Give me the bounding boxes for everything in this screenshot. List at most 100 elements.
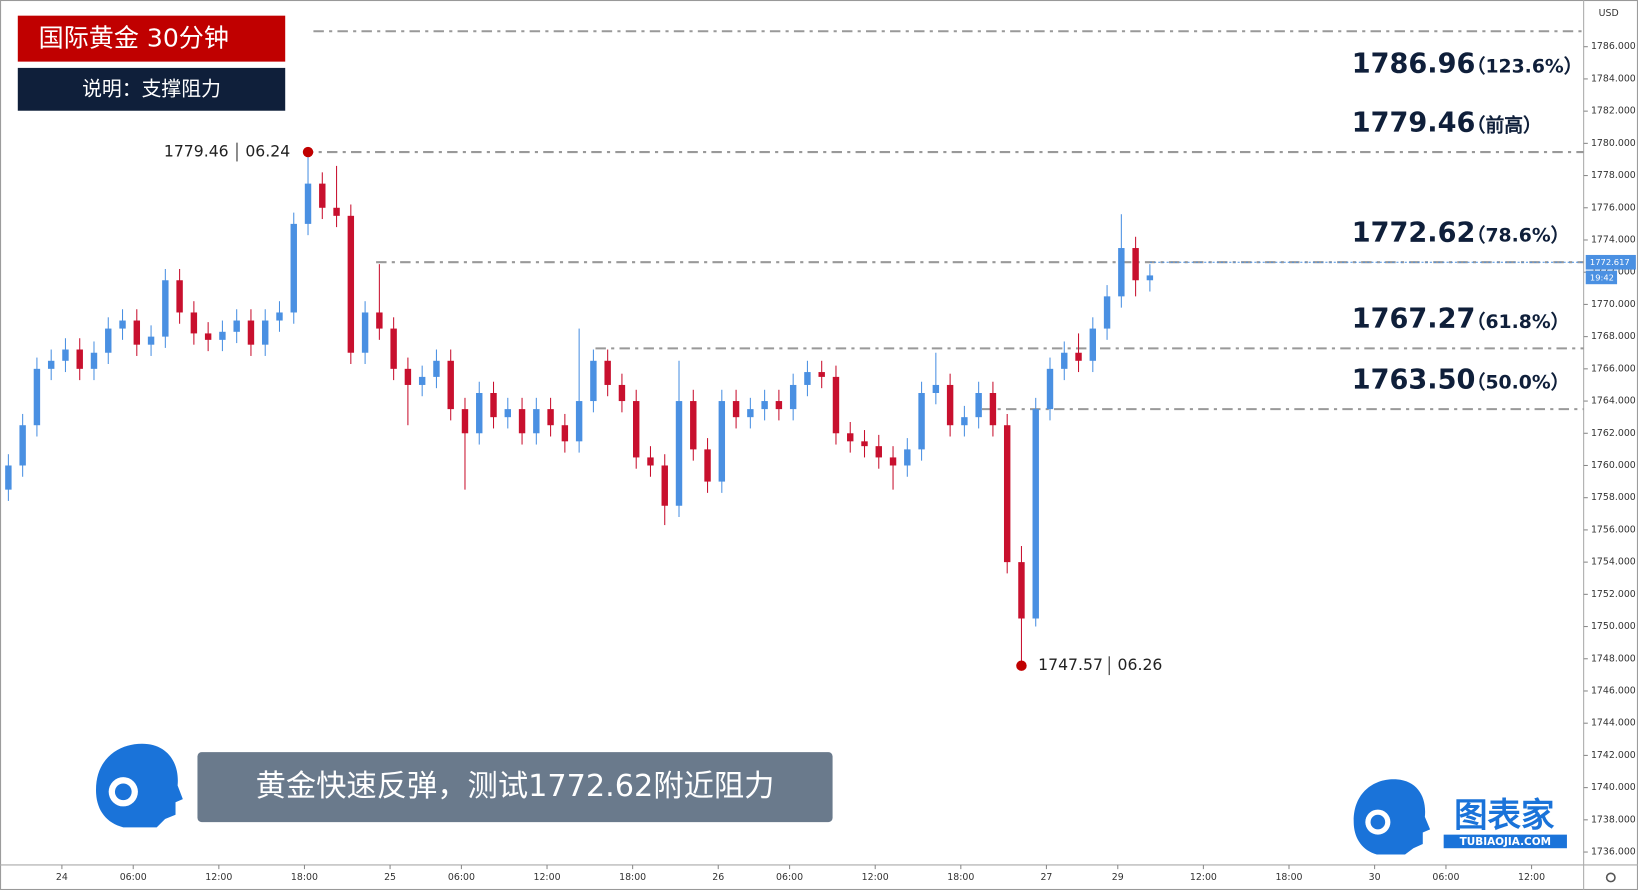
y-tick-label: 1780.000 xyxy=(1591,138,1636,149)
candle-body xyxy=(390,328,397,369)
x-tick-label: 06:00 xyxy=(448,872,475,883)
candle-body xyxy=(190,312,198,334)
candle-body xyxy=(661,465,668,506)
x-tick-label: 06:00 xyxy=(776,872,803,883)
y-tick-label: 1752.000 xyxy=(1591,589,1636,600)
candle-body xyxy=(1089,328,1097,361)
candle-body xyxy=(518,409,526,434)
candle-body xyxy=(575,401,583,442)
candle-body xyxy=(47,360,55,369)
extreme-price: 1779.46 xyxy=(164,142,229,161)
last-time-label: 19:42 xyxy=(1590,272,1614,282)
candle-body xyxy=(604,360,611,385)
candle-body xyxy=(319,183,326,208)
subtitle-box xyxy=(17,67,286,111)
x-tick-label: 24 xyxy=(56,872,68,883)
candle-body xyxy=(561,425,569,442)
candle-body xyxy=(675,401,683,506)
y-tick-label: 1758.000 xyxy=(1591,492,1636,503)
candle-body xyxy=(961,417,968,426)
level-value: 1779.46 xyxy=(1352,107,1476,138)
candle-body xyxy=(404,368,412,385)
x-tick-label: 12:00 xyxy=(1518,872,1545,883)
candle-body xyxy=(447,360,454,410)
candle-body xyxy=(62,349,69,361)
candle-body xyxy=(632,401,640,458)
candle-body xyxy=(347,215,355,353)
candle-body xyxy=(504,409,511,418)
logo-url: TUBIAOJIA.COM xyxy=(1460,836,1551,848)
candle-body xyxy=(647,457,654,466)
level-value: 1763.50 xyxy=(1352,364,1476,395)
chart-title: 国际黄金 30分钟 xyxy=(39,24,229,53)
logo-head-right xyxy=(1353,779,1431,855)
y-tick-label: 1776.000 xyxy=(1591,202,1636,213)
candle-body xyxy=(889,457,897,466)
settings-icon[interactable] xyxy=(1605,872,1616,883)
subtitle: 说明：支撑阻力 xyxy=(82,77,221,100)
level-value: 1767.27 xyxy=(1352,304,1476,335)
x-tick-label: 12:00 xyxy=(533,872,560,883)
x-tick-label: 18:00 xyxy=(947,872,974,883)
x-tick-label: 18:00 xyxy=(1275,872,1302,883)
y-tick-label: 1736.000 xyxy=(1591,847,1636,858)
y-tick-label: 1744.000 xyxy=(1591,718,1636,729)
x-tick-label: 18:00 xyxy=(619,872,646,883)
level-note: （123.6%） xyxy=(1467,54,1583,77)
candle-body xyxy=(875,446,882,458)
candle-body xyxy=(162,280,169,337)
level-value: 1772.62 xyxy=(1352,218,1476,249)
y-tick-label: 1756.000 xyxy=(1591,524,1636,535)
candle-body xyxy=(176,280,183,313)
candle-body xyxy=(1146,275,1154,281)
candle-body xyxy=(618,384,626,402)
candle-body xyxy=(5,465,12,490)
candle-body xyxy=(1118,248,1125,297)
candle-body xyxy=(747,409,754,418)
candle-body xyxy=(818,372,825,377)
candle-body xyxy=(690,401,697,450)
candle-body xyxy=(276,312,283,321)
candle-body xyxy=(932,384,940,394)
candle-body xyxy=(1103,296,1111,329)
y-tick-label: 1784.000 xyxy=(1591,73,1636,84)
candle-body xyxy=(861,441,868,447)
y-tick-label: 1760.000 xyxy=(1591,460,1636,471)
candle-body xyxy=(476,393,483,434)
candle-body xyxy=(804,372,811,385)
candle-body xyxy=(461,409,469,434)
x-tick-label: 29 xyxy=(1112,872,1124,883)
x-tick-label: 25 xyxy=(384,872,396,883)
candle-body xyxy=(133,320,141,345)
extreme-marker xyxy=(302,146,314,158)
y-tick-label: 1782.000 xyxy=(1591,106,1636,117)
caption-box xyxy=(197,752,833,823)
y-tick-label: 1754.000 xyxy=(1591,557,1636,568)
extreme-date: 06.24 xyxy=(245,142,290,161)
candle-body xyxy=(304,183,312,224)
last-price-label: 1772.617 xyxy=(1590,257,1630,267)
candle-body xyxy=(732,401,740,418)
candle-body xyxy=(418,376,426,385)
candle-body xyxy=(775,401,783,410)
y-tick-label: 1746.000 xyxy=(1591,685,1636,696)
level-note: （前高） xyxy=(1467,113,1542,136)
last-price-tag xyxy=(1585,254,1636,270)
x-tick-label: 12:00 xyxy=(205,872,232,883)
candle-body xyxy=(333,207,340,216)
title-box xyxy=(17,15,286,62)
candle-body xyxy=(1132,248,1139,281)
y-tick-label: 1750.000 xyxy=(1591,621,1636,632)
candle-body xyxy=(490,393,497,418)
candle-body xyxy=(433,360,440,377)
x-tick-label: 18:00 xyxy=(291,872,318,883)
y-tick-label: 1748.000 xyxy=(1591,653,1636,664)
x-tick-label: 06:00 xyxy=(120,872,147,883)
y-tick-label: 1778.000 xyxy=(1591,170,1636,181)
candle-body xyxy=(533,409,540,434)
y-tick-label: 1770.000 xyxy=(1591,299,1636,310)
extreme-price: 1747.57 xyxy=(1038,655,1103,674)
candle-body xyxy=(704,449,711,482)
candle-body xyxy=(219,331,226,340)
